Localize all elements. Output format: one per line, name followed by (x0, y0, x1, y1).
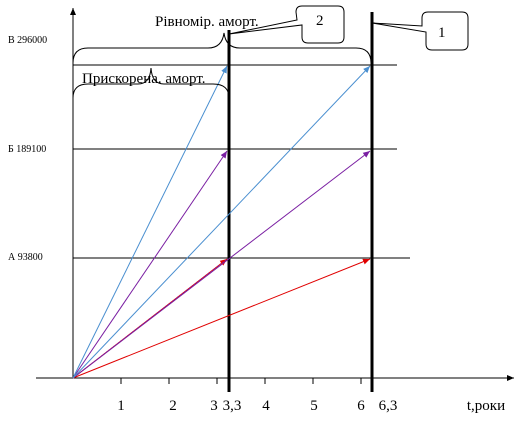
arrow-c-straight (72, 65, 371, 379)
brace-straight-line-label: Рівномір. аморт. (155, 14, 259, 30)
x-ticks (120, 378, 362, 384)
level-label-c: В 296000 (8, 35, 47, 46)
callout-2: 2 (228, 5, 345, 44)
x-axis-label: t,роки (467, 398, 505, 414)
level-label-a: А 93800 (8, 252, 43, 263)
arrow-a-accelerated-dotted (72, 258, 228, 379)
arrow-b-straight (72, 150, 371, 379)
callout-2-box (228, 5, 345, 44)
x-tick-label-4: 4 (262, 398, 270, 414)
callout-1-label: 1 (438, 25, 446, 41)
brace-straight-line (72, 32, 372, 64)
x-tick-label-6-3: 6,3 (379, 398, 398, 414)
x-tick-label-6: 6 (357, 398, 365, 414)
arrow-b-accelerated (72, 150, 228, 379)
x-tick-label-5: 5 (310, 398, 318, 414)
arrow-a-straight (72, 258, 371, 379)
x-tick-label-2: 2 (169, 398, 177, 414)
x-tick-label-1: 1 (117, 398, 125, 414)
arrow-c-accelerated (72, 65, 228, 379)
x-tick-label-3: 3 (210, 398, 218, 414)
callout-2-label: 2 (316, 13, 324, 29)
brace-accelerated (72, 67, 230, 99)
x-tick-label-3-3: 3,3 (223, 398, 242, 414)
brace-accelerated-label: Прискорена. аморт. (82, 71, 206, 87)
callout-1: 1 (371, 11, 469, 51)
callout-1-box (371, 11, 469, 51)
level-label-b: Б 189100 (8, 144, 46, 155)
